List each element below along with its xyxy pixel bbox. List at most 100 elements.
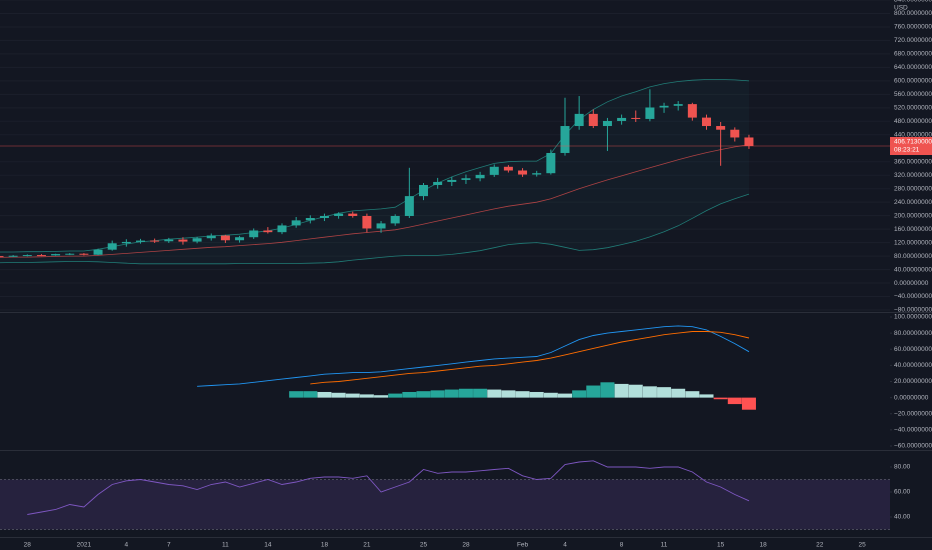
histogram-bar bbox=[359, 394, 374, 398]
candle-body bbox=[334, 213, 344, 216]
rsi-line bbox=[27, 460, 750, 515]
candle-body bbox=[433, 181, 443, 185]
candle-body bbox=[475, 174, 485, 179]
y-tick-label: 520.00000000 bbox=[894, 105, 932, 112]
x-tick-label: 21 bbox=[363, 542, 371, 549]
candle-body bbox=[617, 117, 627, 121]
countdown: 08:23:21 bbox=[894, 147, 920, 154]
histogram-bar bbox=[657, 387, 672, 398]
y-tick-label: 40.00000000 bbox=[894, 266, 932, 273]
y-tick-label: 600.00000000 bbox=[894, 78, 932, 85]
histogram-bar bbox=[402, 391, 417, 398]
candle-body bbox=[51, 254, 61, 256]
y-tick-label: 240.00000000 bbox=[894, 199, 932, 206]
y-tick-label: −80.00000000 bbox=[894, 307, 932, 314]
candle-body bbox=[319, 215, 329, 219]
candle-body bbox=[291, 220, 301, 226]
x-tick-label: 22 bbox=[816, 542, 824, 549]
histogram-bar bbox=[444, 389, 459, 398]
candle-body bbox=[178, 239, 188, 242]
candle-body bbox=[730, 129, 740, 138]
y-tick-label: 720.00000000 bbox=[894, 37, 932, 44]
histogram-bar bbox=[289, 391, 304, 398]
y-tick-label: −40.00000000 bbox=[894, 427, 932, 434]
histogram-bar bbox=[628, 384, 643, 398]
candle-body bbox=[716, 126, 726, 130]
histogram-bar bbox=[741, 397, 756, 410]
y-tick-label: 0.00000000 bbox=[894, 280, 929, 287]
x-tick-label: 28 bbox=[24, 542, 32, 549]
histogram-bar bbox=[473, 388, 488, 398]
candle-body bbox=[489, 166, 499, 175]
histogram-bar bbox=[331, 392, 346, 398]
candle-body bbox=[136, 240, 145, 242]
y-tick-label: −20.00000000 bbox=[894, 410, 932, 417]
histogram-bar bbox=[572, 390, 587, 398]
y-tick-label: 120.00000000 bbox=[894, 239, 932, 246]
candle-body bbox=[79, 253, 89, 255]
histogram-bar bbox=[685, 391, 700, 398]
histogram-bar bbox=[558, 393, 572, 398]
candle-body bbox=[687, 104, 697, 118]
candle-body bbox=[659, 105, 669, 108]
bollinger-lower bbox=[0, 193, 750, 265]
histogram-bar bbox=[713, 397, 728, 400]
candle-body bbox=[461, 178, 471, 180]
candle-body bbox=[192, 238, 202, 242]
x-tick-label: 14 bbox=[264, 542, 272, 549]
y-tick-label: 320.00000000 bbox=[894, 172, 932, 179]
candle-body bbox=[560, 126, 570, 153]
candle-body bbox=[631, 117, 641, 119]
candle-body bbox=[249, 230, 259, 238]
price-label-box bbox=[890, 136, 932, 155]
y-tick-label: 360.00000000 bbox=[894, 158, 932, 165]
x-tick-label: 2021 bbox=[77, 542, 92, 549]
signal-line bbox=[310, 331, 750, 385]
candle-body bbox=[546, 152, 556, 174]
histogram-bar bbox=[600, 382, 615, 398]
histogram-bar bbox=[671, 388, 686, 398]
y-tick-label: 200.00000000 bbox=[894, 212, 932, 219]
histogram-bar bbox=[430, 390, 445, 398]
histogram-bar bbox=[529, 391, 544, 398]
candle-body bbox=[235, 237, 245, 241]
price-label: 406.71300000 bbox=[894, 139, 932, 146]
candle-body bbox=[574, 113, 584, 127]
histogram-bar bbox=[487, 389, 502, 398]
y-tick-label: 40.00000000 bbox=[894, 362, 932, 369]
candle-body bbox=[36, 255, 46, 257]
candle-body bbox=[107, 243, 117, 250]
x-tick-label: 25 bbox=[420, 542, 428, 549]
candle-body bbox=[305, 218, 315, 221]
x-tick-label: 25 bbox=[859, 542, 867, 549]
candle-body bbox=[277, 225, 287, 233]
candle-body bbox=[8, 255, 18, 257]
y-tick-label: 560.00000000 bbox=[894, 91, 932, 98]
bollinger-basis bbox=[0, 144, 750, 258]
histogram-bar bbox=[345, 393, 360, 398]
x-tick-label: 18 bbox=[759, 542, 767, 549]
y-tick-label: 80.00000000 bbox=[894, 330, 932, 337]
x-tick-label: 11 bbox=[661, 542, 668, 549]
y-tick-label: 60.00000000 bbox=[894, 346, 932, 353]
candle-body bbox=[22, 255, 32, 257]
candle-body bbox=[220, 235, 230, 241]
histogram-bar bbox=[458, 388, 473, 398]
candle-body bbox=[419, 184, 428, 197]
y-tick-label: 0.00000000 bbox=[894, 394, 929, 401]
histogram-bar bbox=[614, 383, 629, 398]
candle-body bbox=[404, 196, 414, 216]
x-tick-label: 11 bbox=[222, 542, 229, 549]
candle-body bbox=[532, 173, 542, 175]
histogram-bar bbox=[501, 390, 516, 398]
histogram-bar bbox=[303, 391, 318, 398]
y-tick-label: −40.00000000 bbox=[894, 293, 932, 300]
candle-body bbox=[206, 235, 216, 239]
candle-body bbox=[0, 256, 4, 258]
candle-body bbox=[673, 104, 683, 106]
x-tick-label: 8 bbox=[620, 542, 624, 549]
x-tick-label: 4 bbox=[563, 542, 567, 549]
candle-body bbox=[602, 120, 612, 127]
y-tick-label: 80.00000000 bbox=[894, 253, 932, 260]
candle-body bbox=[93, 249, 103, 255]
